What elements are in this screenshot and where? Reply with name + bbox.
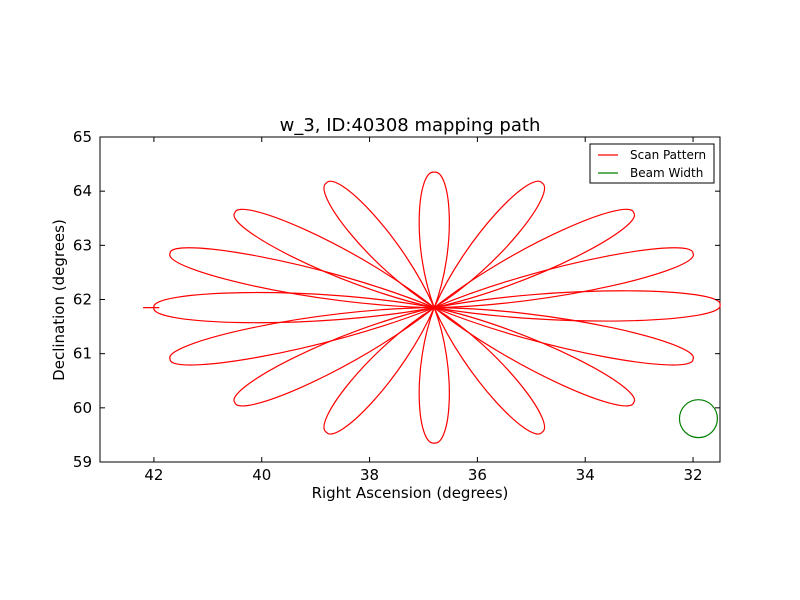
scan-pattern-petal (233, 208, 435, 309)
series-layer (143, 171, 721, 444)
y-tick-label: 60 (73, 399, 92, 417)
scan-pattern-petal (418, 171, 450, 310)
scan-pattern-petal (433, 307, 636, 407)
legend-label-scan-pattern: Scan Pattern (630, 148, 706, 162)
scan-pattern-petal (434, 307, 694, 366)
scan-pattern-petal (432, 306, 545, 435)
beam-width-circle (678, 399, 718, 439)
y-tick-label: 64 (73, 182, 92, 200)
y-tick-label: 59 (73, 453, 92, 471)
plot-area: 42 40 38 36 34 32 59 60 61 62 63 64 65 (73, 128, 721, 484)
scan-pattern-petal (418, 305, 450, 444)
x-axis-label: Right Ascension (degrees) (312, 484, 509, 502)
scan-pattern-petal (169, 307, 435, 366)
tick-layer: 42 40 38 36 34 32 59 60 61 62 63 64 65 (73, 128, 720, 484)
scan-pattern-petal (432, 180, 545, 310)
x-tick-label: 36 (468, 466, 487, 484)
legend-box (589, 143, 715, 184)
axes-frame (99, 136, 721, 463)
x-tick-label: 40 (252, 466, 271, 484)
y-axis-label: Declination (degrees) (50, 219, 68, 381)
scan-pattern-petal (433, 208, 636, 309)
scan-pattern-petal (434, 290, 721, 322)
x-tick-label: 34 (576, 466, 595, 484)
scan-pattern-petal (169, 247, 435, 309)
scan-pattern-petal (323, 306, 436, 435)
legend-label-beam-width: Beam Width (630, 166, 703, 180)
y-tick-label: 63 (73, 236, 92, 254)
x-tick-label: 42 (144, 466, 163, 484)
chart-title: w_3, ID:40308 mapping path (280, 115, 541, 136)
legend: Scan Pattern Beam Width (589, 143, 715, 184)
scan-pattern-petal (233, 307, 435, 407)
x-tick-label: 38 (360, 466, 379, 484)
y-tick-label: 61 (73, 345, 92, 363)
y-tick-label: 65 (73, 128, 92, 146)
y-tick-label: 62 (73, 291, 92, 309)
x-tick-label: 32 (683, 466, 702, 484)
scan-pattern-petal (323, 180, 436, 310)
scan-pattern-petal (434, 247, 694, 309)
